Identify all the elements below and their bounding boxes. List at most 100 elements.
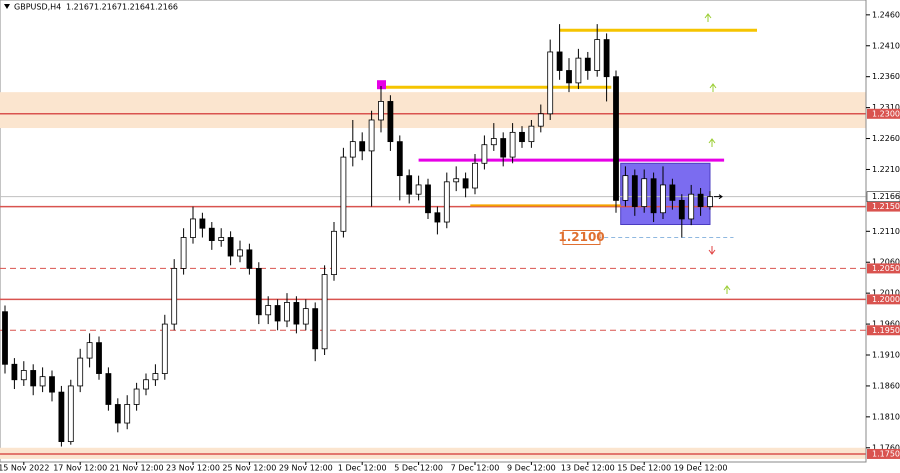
candle-body (274, 305, 281, 322)
x-tick-label: 19 Dec 12:00 (674, 464, 728, 473)
candle-body (387, 101, 394, 143)
candle-body (509, 131, 516, 158)
level-tag (867, 294, 900, 305)
zone (0, 92, 866, 129)
price-marker (714, 194, 723, 200)
callout-label: 1.2100 (558, 230, 604, 244)
candle-body (603, 39, 610, 78)
candle-body (284, 302, 290, 322)
up-arrow (709, 83, 717, 92)
candle-body (321, 274, 328, 350)
candle-body (180, 237, 187, 269)
candle-body (378, 101, 384, 121)
candle-body (528, 125, 535, 143)
x-tick-label: 5 Dec 12:00 (394, 464, 443, 473)
candle-body (368, 119, 375, 152)
candle-body (359, 141, 366, 152)
candle-body (133, 388, 140, 405)
y-tick-label: 1.2260 (872, 134, 900, 143)
level-tag (867, 448, 900, 459)
menu-arrow[interactable] (4, 4, 10, 9)
callout-box (562, 229, 601, 245)
y-tick-label: 1.2060 (872, 258, 900, 267)
bar-open: 1.2167 (66, 3, 94, 12)
candle-body (566, 70, 572, 84)
candle-body (490, 138, 497, 146)
level-tag-label: 1.2050 (872, 264, 900, 273)
bar-close: 1.2166 (150, 3, 178, 12)
x-tick-label: 7 Dec 12:00 (451, 464, 500, 473)
level-tag (867, 263, 900, 274)
candle-body (396, 141, 403, 177)
candle-body (2, 311, 8, 365)
x-tick-label: 1 Dec 12:00 (338, 464, 387, 473)
candle-body (631, 175, 638, 207)
candle-body (152, 373, 159, 381)
candle-body (472, 162, 478, 189)
candle-body (406, 175, 413, 195)
y-tick-label: 1.2460 (872, 10, 900, 19)
candle-body (453, 178, 460, 183)
candle-body (425, 184, 431, 214)
y-tick-label: 1.2210 (872, 165, 900, 174)
candle-body (613, 76, 619, 201)
candle-body (434, 212, 441, 223)
x-tick-label: 25 Nov 12:00 (222, 464, 276, 473)
candle-body (11, 363, 18, 381)
candle-body (237, 249, 243, 257)
up-arrow (723, 285, 731, 294)
level-tag-label: 1.2300 (872, 109, 900, 118)
bar-high: 1.2167 (94, 3, 122, 12)
candle-body (650, 178, 657, 214)
x-tick-label: 9 Dec 12:00 (507, 464, 556, 473)
y-tick-label: 1.2110 (872, 227, 900, 236)
candle-body (594, 39, 601, 71)
candle-body (293, 302, 300, 325)
y-tick-label: 1.2310 (872, 103, 900, 112)
candle-body (641, 178, 648, 207)
level-tag-label: 1.1950 (872, 326, 900, 335)
x-tick-label: 13 Dec 12:00 (561, 464, 615, 473)
candle-body (443, 181, 450, 223)
candle-body (584, 57, 591, 71)
bar-low: 1.2164 (122, 3, 150, 12)
y-tick-label: 1.1910 (872, 351, 900, 360)
candle-body (124, 404, 131, 424)
candle-body (415, 184, 422, 195)
x-tick-label: 21 Nov 12:00 (110, 464, 164, 473)
candle-body (500, 138, 507, 158)
candle-body (105, 373, 112, 405)
candle-body (255, 268, 262, 316)
x-tick-label: 17 Nov 12:00 (53, 464, 107, 473)
up-arrow (708, 138, 716, 147)
candle-body (227, 237, 234, 257)
candle-body (519, 131, 525, 143)
candle-body (96, 342, 102, 374)
candle-body (30, 370, 37, 387)
x-tick-label: 15 Dec 12:00 (617, 464, 671, 473)
symbol: GBPUSD,H4 (14, 3, 61, 12)
candle-body (462, 178, 469, 189)
candle-body (688, 193, 695, 220)
candle-body (190, 218, 196, 238)
candle-body (77, 357, 84, 387)
candle-body (537, 113, 544, 127)
candle-body (707, 196, 713, 207)
candle-body (86, 342, 93, 359)
candle-body (575, 57, 582, 84)
marker-square (377, 80, 386, 90)
level-tag (867, 108, 900, 119)
candle-body (669, 184, 676, 201)
level-tag-label: 1.1750 (872, 449, 900, 458)
level-tag-label: 1.2150 (872, 202, 900, 211)
level-tag (867, 325, 900, 336)
candle-body (199, 218, 206, 229)
y-tick-label: 1.1810 (872, 412, 900, 421)
level-tag (867, 201, 900, 212)
candle-body (20, 370, 27, 381)
y-tick-label: 1.1860 (872, 381, 900, 390)
candle-body (340, 156, 347, 232)
candle-body (622, 175, 629, 201)
candle-body (218, 237, 225, 241)
